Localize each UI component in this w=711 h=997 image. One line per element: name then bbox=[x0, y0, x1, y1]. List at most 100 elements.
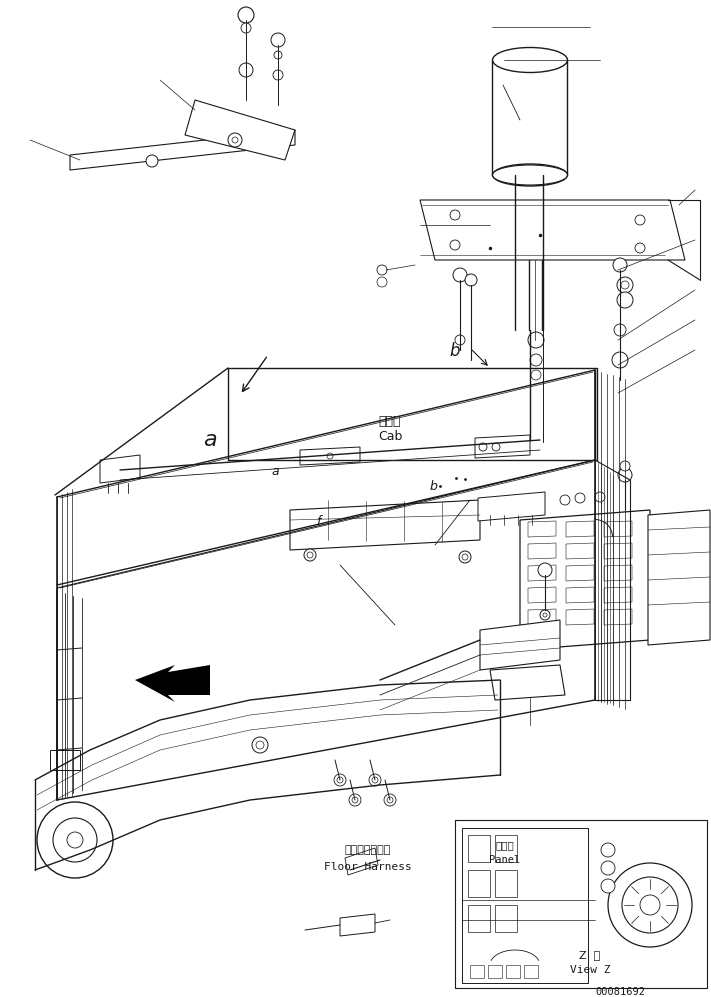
Circle shape bbox=[252, 737, 268, 753]
Text: b: b bbox=[430, 480, 438, 493]
Circle shape bbox=[601, 843, 615, 857]
Text: キャブ: キャブ bbox=[379, 415, 401, 428]
Circle shape bbox=[530, 354, 542, 366]
Polygon shape bbox=[100, 455, 140, 483]
Polygon shape bbox=[420, 200, 685, 260]
Circle shape bbox=[377, 265, 387, 275]
Polygon shape bbox=[528, 609, 556, 625]
Polygon shape bbox=[478, 492, 545, 521]
Polygon shape bbox=[290, 500, 480, 550]
Polygon shape bbox=[506, 965, 520, 978]
Polygon shape bbox=[490, 665, 565, 700]
Circle shape bbox=[635, 215, 645, 225]
Circle shape bbox=[307, 552, 313, 558]
Circle shape bbox=[241, 23, 251, 33]
Polygon shape bbox=[70, 130, 295, 170]
Polygon shape bbox=[566, 587, 594, 603]
Polygon shape bbox=[135, 665, 210, 702]
Polygon shape bbox=[528, 565, 556, 581]
Circle shape bbox=[462, 554, 468, 560]
Bar bbox=[50, 750, 80, 770]
Circle shape bbox=[613, 258, 627, 272]
Text: 00081692: 00081692 bbox=[595, 987, 645, 997]
Polygon shape bbox=[462, 828, 588, 983]
Circle shape bbox=[304, 549, 316, 561]
Bar bbox=[455, 820, 707, 988]
Polygon shape bbox=[495, 835, 517, 862]
Polygon shape bbox=[475, 435, 530, 458]
Circle shape bbox=[238, 7, 254, 23]
Circle shape bbox=[384, 794, 396, 806]
Text: フロアハーネス: フロアハーネス bbox=[345, 845, 391, 855]
Polygon shape bbox=[468, 870, 490, 897]
Circle shape bbox=[618, 468, 632, 482]
Circle shape bbox=[575, 493, 585, 503]
Polygon shape bbox=[604, 543, 632, 559]
Circle shape bbox=[377, 277, 387, 287]
Polygon shape bbox=[300, 447, 360, 465]
Ellipse shape bbox=[493, 164, 567, 186]
Circle shape bbox=[459, 551, 471, 563]
Polygon shape bbox=[528, 543, 556, 559]
Circle shape bbox=[349, 794, 361, 806]
Circle shape bbox=[450, 210, 460, 220]
Circle shape bbox=[334, 774, 346, 786]
Polygon shape bbox=[488, 965, 502, 978]
Polygon shape bbox=[468, 835, 490, 862]
Circle shape bbox=[531, 370, 541, 380]
Text: a: a bbox=[271, 465, 279, 478]
Polygon shape bbox=[604, 521, 632, 537]
Polygon shape bbox=[528, 587, 556, 603]
Circle shape bbox=[614, 324, 626, 336]
Circle shape bbox=[608, 863, 692, 947]
Circle shape bbox=[540, 610, 550, 620]
Circle shape bbox=[327, 453, 333, 459]
Circle shape bbox=[621, 281, 629, 289]
Polygon shape bbox=[566, 565, 594, 581]
Text: f: f bbox=[316, 515, 320, 528]
Text: a: a bbox=[203, 430, 217, 450]
Circle shape bbox=[337, 777, 343, 783]
Ellipse shape bbox=[493, 165, 567, 185]
Circle shape bbox=[455, 335, 465, 345]
Circle shape bbox=[256, 741, 264, 749]
Circle shape bbox=[228, 133, 242, 147]
Circle shape bbox=[601, 861, 615, 875]
Circle shape bbox=[465, 274, 477, 286]
Circle shape bbox=[601, 879, 615, 893]
Circle shape bbox=[273, 70, 283, 80]
Polygon shape bbox=[470, 965, 484, 978]
Circle shape bbox=[146, 155, 158, 167]
Circle shape bbox=[612, 352, 628, 368]
Circle shape bbox=[617, 292, 633, 308]
Polygon shape bbox=[566, 543, 594, 559]
Text: Z  視: Z 視 bbox=[579, 950, 601, 960]
Circle shape bbox=[595, 492, 605, 502]
Polygon shape bbox=[495, 870, 517, 897]
Circle shape bbox=[620, 461, 630, 471]
Polygon shape bbox=[648, 510, 710, 645]
Circle shape bbox=[528, 332, 544, 348]
Polygon shape bbox=[604, 565, 632, 581]
Circle shape bbox=[622, 877, 678, 933]
Circle shape bbox=[538, 563, 552, 577]
Circle shape bbox=[239, 63, 253, 77]
Circle shape bbox=[352, 797, 358, 803]
Text: b: b bbox=[450, 342, 460, 360]
Polygon shape bbox=[185, 100, 295, 160]
Circle shape bbox=[274, 51, 282, 59]
Polygon shape bbox=[566, 521, 594, 537]
Text: View Z: View Z bbox=[570, 965, 610, 975]
Circle shape bbox=[453, 268, 467, 282]
Circle shape bbox=[479, 443, 487, 451]
Polygon shape bbox=[524, 965, 538, 978]
Polygon shape bbox=[520, 510, 650, 650]
Text: Floor Harness: Floor Harness bbox=[324, 862, 412, 872]
Polygon shape bbox=[345, 848, 378, 875]
Circle shape bbox=[492, 443, 500, 451]
Polygon shape bbox=[468, 905, 490, 932]
Circle shape bbox=[640, 895, 660, 915]
Circle shape bbox=[232, 137, 238, 143]
Polygon shape bbox=[480, 620, 560, 670]
Circle shape bbox=[67, 832, 83, 848]
